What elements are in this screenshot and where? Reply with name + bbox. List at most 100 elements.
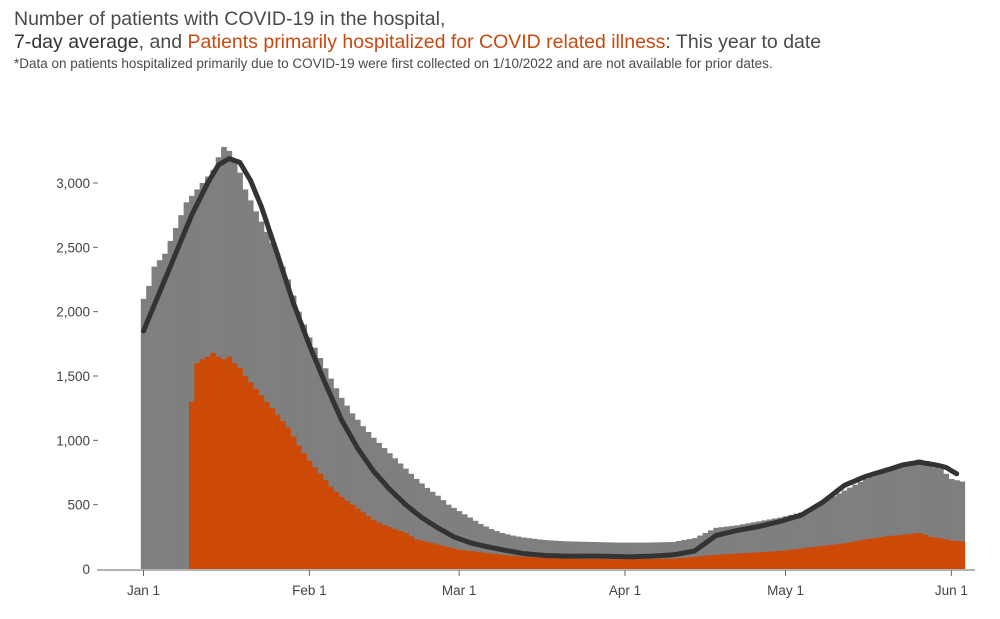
total-bar [948, 478, 955, 569]
total-bar [317, 357, 324, 569]
primary-bar [750, 552, 757, 569]
primary-bar [451, 548, 457, 569]
total-bar [333, 388, 340, 569]
primary-bar [279, 421, 286, 569]
primary-bar [381, 525, 388, 569]
total-bar [766, 519, 773, 569]
total-bar [285, 279, 292, 569]
primary-bar [542, 558, 548, 569]
primary-bar [622, 559, 629, 569]
total-bar [322, 368, 329, 569]
primary-bar [574, 558, 580, 569]
primary-bar [729, 553, 736, 569]
primary-bar [322, 480, 329, 569]
total-bar [895, 467, 901, 569]
primary-bar [900, 534, 907, 569]
primary-bar [606, 559, 613, 569]
primary-bar [911, 533, 917, 569]
primary-bar [633, 559, 639, 569]
primary-bar [509, 555, 516, 569]
primary-bar [734, 553, 741, 569]
total-bar [386, 453, 393, 569]
primary-bar [847, 542, 853, 569]
total-bar [424, 487, 431, 569]
total-bar [937, 468, 944, 569]
primary-bar [526, 557, 532, 569]
primary-bar [654, 558, 661, 569]
total-bar [151, 266, 158, 569]
primary-bar [392, 529, 399, 569]
total-bar [354, 419, 361, 569]
total-bar [772, 518, 778, 569]
total-bar [734, 525, 741, 569]
y-axis: 0 500 1,000 1,500 2,000 2,500 3,000 [56, 176, 98, 577]
primary-bar [713, 554, 720, 569]
primary-bar [349, 504, 356, 569]
total-bar [777, 517, 784, 569]
primary-bar [782, 550, 789, 569]
primary-bar [702, 555, 709, 569]
total-bar [889, 469, 896, 569]
primary-bar [188, 401, 195, 569]
primary-bar [237, 368, 243, 569]
primary-bar [461, 550, 468, 569]
primary-bar [194, 363, 201, 569]
primary-bar [772, 551, 778, 569]
total-bar [921, 462, 928, 569]
primary-bar [253, 388, 259, 569]
total-bar [884, 471, 891, 569]
primary-bar [263, 401, 270, 569]
primary-bar [499, 554, 506, 569]
primary-bar [483, 552, 489, 569]
primary-bar [520, 556, 527, 569]
primary-bar [568, 558, 575, 569]
primary-bar [547, 558, 554, 569]
total-bar [729, 525, 736, 569]
primary-bar [649, 558, 655, 569]
total-bar [841, 490, 848, 569]
primary-bar [879, 536, 885, 569]
primary-bar [793, 549, 800, 569]
primary-bar [777, 550, 784, 569]
primary-bar [665, 558, 671, 569]
primary-bar [638, 559, 645, 569]
total-bar [183, 202, 190, 570]
total-bar [365, 431, 372, 569]
total-bar [397, 463, 404, 569]
total-bar [435, 495, 441, 569]
subtitle-period: : This year to date [665, 31, 822, 53]
total-bar [911, 461, 917, 569]
total-bar [868, 477, 875, 569]
total-bar [413, 478, 420, 569]
total-bar [697, 535, 703, 569]
total-bar [162, 253, 168, 569]
total-bar [146, 285, 152, 569]
total-bar [344, 405, 350, 569]
total-bar [793, 513, 800, 569]
total-bar [349, 413, 356, 569]
primary-bar [707, 555, 714, 569]
total-bar [392, 458, 399, 569]
primary-bar [493, 554, 500, 569]
total-bar [954, 480, 960, 569]
primary-bar [927, 536, 934, 569]
primary-bar [269, 408, 275, 569]
total-bar [707, 530, 714, 569]
primary-bar [226, 356, 233, 569]
primary-bar [285, 427, 292, 569]
primary-bar [723, 554, 730, 569]
total-bar [295, 311, 302, 569]
primary-bar [328, 486, 334, 569]
primary-bar [477, 552, 484, 569]
total-bar [419, 483, 425, 569]
total-bar [172, 228, 179, 570]
primary-bar [242, 376, 249, 569]
primary-bar [670, 558, 677, 569]
primary-bar [627, 559, 634, 569]
total-bar [445, 504, 452, 569]
primary-bar [365, 516, 372, 569]
primary-bar [552, 558, 559, 569]
primary-bar [825, 545, 832, 569]
legend-average-label: 7-day average [14, 31, 139, 53]
